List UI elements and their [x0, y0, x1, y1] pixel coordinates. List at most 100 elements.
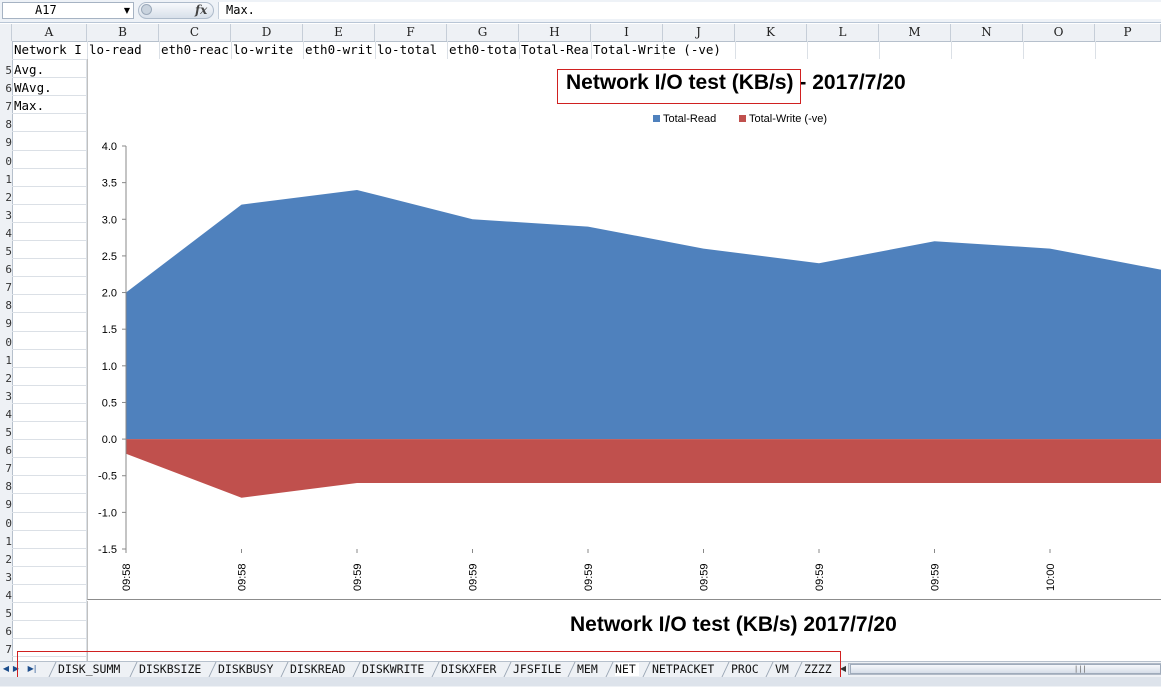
sheet-tab-proc[interactable]: PROC: [731, 663, 765, 676]
cell-wavg-label[interactable]: WAvg.: [14, 79, 84, 97]
cancel-circle-icon[interactable]: [141, 4, 152, 15]
row-header[interactable]: 9: [0, 496, 12, 514]
insert-function-icon[interactable]: fx: [195, 1, 207, 19]
column-header-j[interactable]: J: [663, 24, 735, 41]
row-header[interactable]: 3: [0, 207, 12, 225]
gridline: [12, 403, 87, 404]
y-tick-label: 4.0: [102, 141, 117, 153]
row-header[interactable]: 6: [0, 261, 12, 279]
column-header-m[interactable]: M: [879, 24, 951, 41]
row-header[interactable]: 5: [0, 243, 12, 261]
gridline: [12, 150, 87, 151]
y-tick-label: -1.0: [98, 507, 117, 519]
column-header-g[interactable]: G: [447, 24, 519, 41]
tab-scroll-left-icon[interactable]: ◀: [1, 663, 11, 675]
row-header[interactable]: 8: [0, 478, 12, 496]
y-tick-label: 0.5: [102, 397, 117, 409]
horizontal-scrollbar-thumb[interactable]: [850, 664, 1161, 674]
row-header[interactable]: 5: [0, 424, 12, 442]
y-tick-label: 2.5: [102, 251, 117, 263]
row-header[interactable]: 4: [0, 587, 12, 605]
column-header-d[interactable]: D: [231, 24, 303, 41]
row-header[interactable]: 3: [0, 569, 12, 587]
column-header-i[interactable]: I: [591, 24, 663, 41]
sheet-tab-vm[interactable]: VM: [775, 663, 793, 676]
column-header-a[interactable]: A: [12, 24, 87, 41]
sheet-tab-diskxfer[interactable]: DISKXFER: [441, 663, 501, 676]
sheet-tab-disk-summ[interactable]: DISK_SUMM: [58, 663, 128, 676]
row-header[interactable]: 2: [0, 189, 12, 207]
row-header[interactable]: 1: [0, 171, 12, 189]
formula-input[interactable]: Max.: [218, 2, 1161, 19]
sheet-tab-diskread[interactable]: DISKREAD: [290, 663, 350, 676]
gridline: [231, 41, 232, 59]
row-header[interactable]: 8: [0, 297, 12, 315]
row-header[interactable]: 5: [0, 62, 12, 80]
cell-e1[interactable]: eth0-writ: [305, 41, 375, 59]
row-header[interactable]: 2: [0, 551, 12, 569]
column-header-o[interactable]: O: [1023, 24, 1095, 41]
row-header[interactable]: 2: [0, 370, 12, 388]
gridline: [303, 41, 304, 59]
sheet-tab-zzzz[interactable]: ZZZZ: [804, 663, 834, 676]
column-header-b[interactable]: B: [87, 24, 159, 41]
gridline: [12, 566, 87, 567]
column-header-p[interactable]: P: [1095, 24, 1161, 41]
cell-c1[interactable]: eth0-reac: [161, 41, 231, 59]
row-header[interactable]: 5: [0, 605, 12, 623]
sheet-tab-diskbsize[interactable]: DISKBSIZE: [139, 663, 203, 676]
row-header[interactable]: 6: [0, 442, 12, 460]
row-header[interactable]: 8: [0, 116, 12, 134]
cell-a1[interactable]: Network I: [14, 41, 86, 59]
cell-h1[interactable]: Total-Rea: [521, 41, 591, 59]
gridline: [12, 258, 87, 259]
column-header-k[interactable]: K: [735, 24, 807, 41]
row-header[interactable]: 0: [0, 334, 12, 352]
column-header-n[interactable]: N: [951, 24, 1023, 41]
gridline: [87, 41, 88, 59]
cell-g1[interactable]: eth0-tota: [449, 41, 519, 59]
column-header-e[interactable]: E: [303, 24, 375, 41]
row-header[interactable]: 1: [0, 533, 12, 551]
sheet-tab-diskwrite[interactable]: DISKWRITE: [362, 663, 428, 676]
row-header[interactable]: 7: [0, 641, 12, 659]
sheet-tab-jfsfile[interactable]: JFSFILE: [513, 663, 567, 676]
sheet-tab-net[interactable]: NET: [615, 663, 639, 676]
cell-d1[interactable]: lo-write: [233, 41, 303, 59]
row-header[interactable]: 6: [0, 80, 12, 98]
name-box-dropdown-icon[interactable]: ▼: [122, 2, 132, 19]
gridline: [12, 276, 87, 277]
network-io-chart[interactable]: Network I/O test (KB/s) - 2017/7/20 Tota…: [87, 59, 1161, 600]
select-all-corner[interactable]: [0, 24, 12, 41]
column-header-c[interactable]: C: [159, 24, 231, 41]
row-header[interactable]: 9: [0, 134, 12, 152]
row-header[interactable]: 6: [0, 623, 12, 641]
row-header[interactable]: 7: [0, 279, 12, 297]
row-header[interactable]: 7: [0, 460, 12, 478]
gridline: [12, 602, 87, 603]
sheet-tab-mem[interactable]: MEM: [577, 663, 605, 676]
gridline: [12, 168, 87, 169]
column-header-f[interactable]: F: [375, 24, 447, 41]
column-header-h[interactable]: H: [519, 24, 591, 41]
row-header[interactable]: 0: [0, 515, 12, 533]
row-header[interactable]: 0: [0, 153, 12, 171]
row-header[interactable]: 1: [0, 352, 12, 370]
row-header[interactable]: 3: [0, 388, 12, 406]
sheet-tab-netpacket[interactable]: NETPACKET: [652, 663, 718, 676]
gridline: [12, 439, 87, 440]
cell-avg-label[interactable]: Avg.: [14, 61, 84, 79]
row-header[interactable]: 9: [0, 315, 12, 333]
y-tick-label: -0.5: [98, 471, 117, 483]
row-header[interactable]: 4: [0, 406, 12, 424]
cell-f1[interactable]: lo-total: [377, 41, 447, 59]
column-header-l[interactable]: L: [807, 24, 879, 41]
gridline: [12, 493, 87, 494]
cell-b1[interactable]: lo-read: [89, 41, 159, 59]
row-header[interactable]: 7: [0, 98, 12, 116]
cell-i1[interactable]: Total-Write (-ve): [593, 41, 753, 59]
sheet-tab-diskbusy[interactable]: DISKBUSY: [218, 663, 282, 676]
cell-max-label[interactable]: Max.: [14, 97, 84, 115]
name-box[interactable]: A17: [2, 2, 134, 19]
row-header[interactable]: 4: [0, 225, 12, 243]
